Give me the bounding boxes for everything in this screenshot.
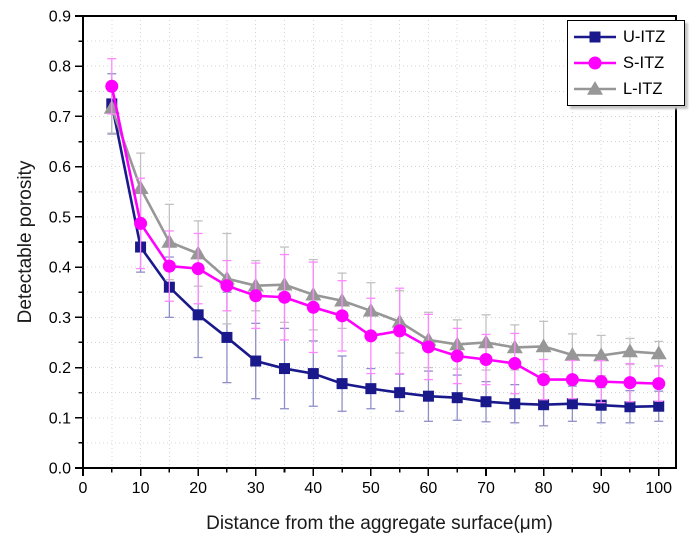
svg-text:50: 50 [362, 480, 380, 497]
svg-text:0.2: 0.2 [49, 360, 71, 377]
svg-text:10: 10 [132, 480, 150, 497]
legend-item-s-itz: S-ITZ [572, 50, 680, 76]
svg-text:0: 0 [79, 480, 88, 497]
svg-text:0.1: 0.1 [49, 410, 71, 427]
legend-label-u-itz: U-ITZ [623, 27, 666, 46]
svg-text:0.7: 0.7 [49, 109, 71, 126]
svg-text:40: 40 [304, 480, 322, 497]
svg-text:20: 20 [189, 480, 207, 497]
svg-text:0.3: 0.3 [49, 310, 71, 327]
svg-text:60: 60 [420, 480, 438, 497]
svg-text:0.9: 0.9 [49, 9, 71, 26]
legend-item-l-itz: L-ITZ [572, 76, 680, 102]
svg-text:80: 80 [535, 480, 553, 497]
legend-label-s-itz: S-ITZ [623, 53, 665, 72]
svg-text:0.4: 0.4 [49, 260, 71, 277]
svg-text:100: 100 [645, 480, 672, 497]
axis-ticks [75, 15, 660, 476]
l-itz-triangle-marker-icon [574, 81, 616, 95]
legend: U-ITZ S-ITZ L-ITZ [567, 20, 685, 106]
svg-text:30: 30 [247, 480, 265, 497]
svg-text:0.8: 0.8 [49, 59, 71, 76]
s-itz-circle-marker-icon [574, 56, 616, 70]
legend-item-u-itz: U-ITZ [572, 24, 680, 50]
tick-labels: 0 10 20 30 40 50 60 70 80 90 100 0.0 0.1 0.2 0.3 0.4 0.5… [49, 9, 672, 498]
svg-text:0.0: 0.0 [49, 461, 71, 478]
y-axis-title: Detectable porosity [15, 160, 36, 324]
legend-label-l-itz: L-ITZ [623, 79, 663, 98]
svg-text:90: 90 [592, 480, 610, 497]
series-s-itz [105, 58, 666, 404]
svg-text:70: 70 [477, 480, 495, 497]
svg-text:0.6: 0.6 [49, 159, 71, 176]
u-itz-square-marker-icon [574, 31, 616, 43]
svg-text:0.5: 0.5 [49, 209, 71, 226]
series-layer [103, 58, 667, 427]
x-axis-title: Distance from the aggregate surface(μm) [206, 513, 553, 534]
